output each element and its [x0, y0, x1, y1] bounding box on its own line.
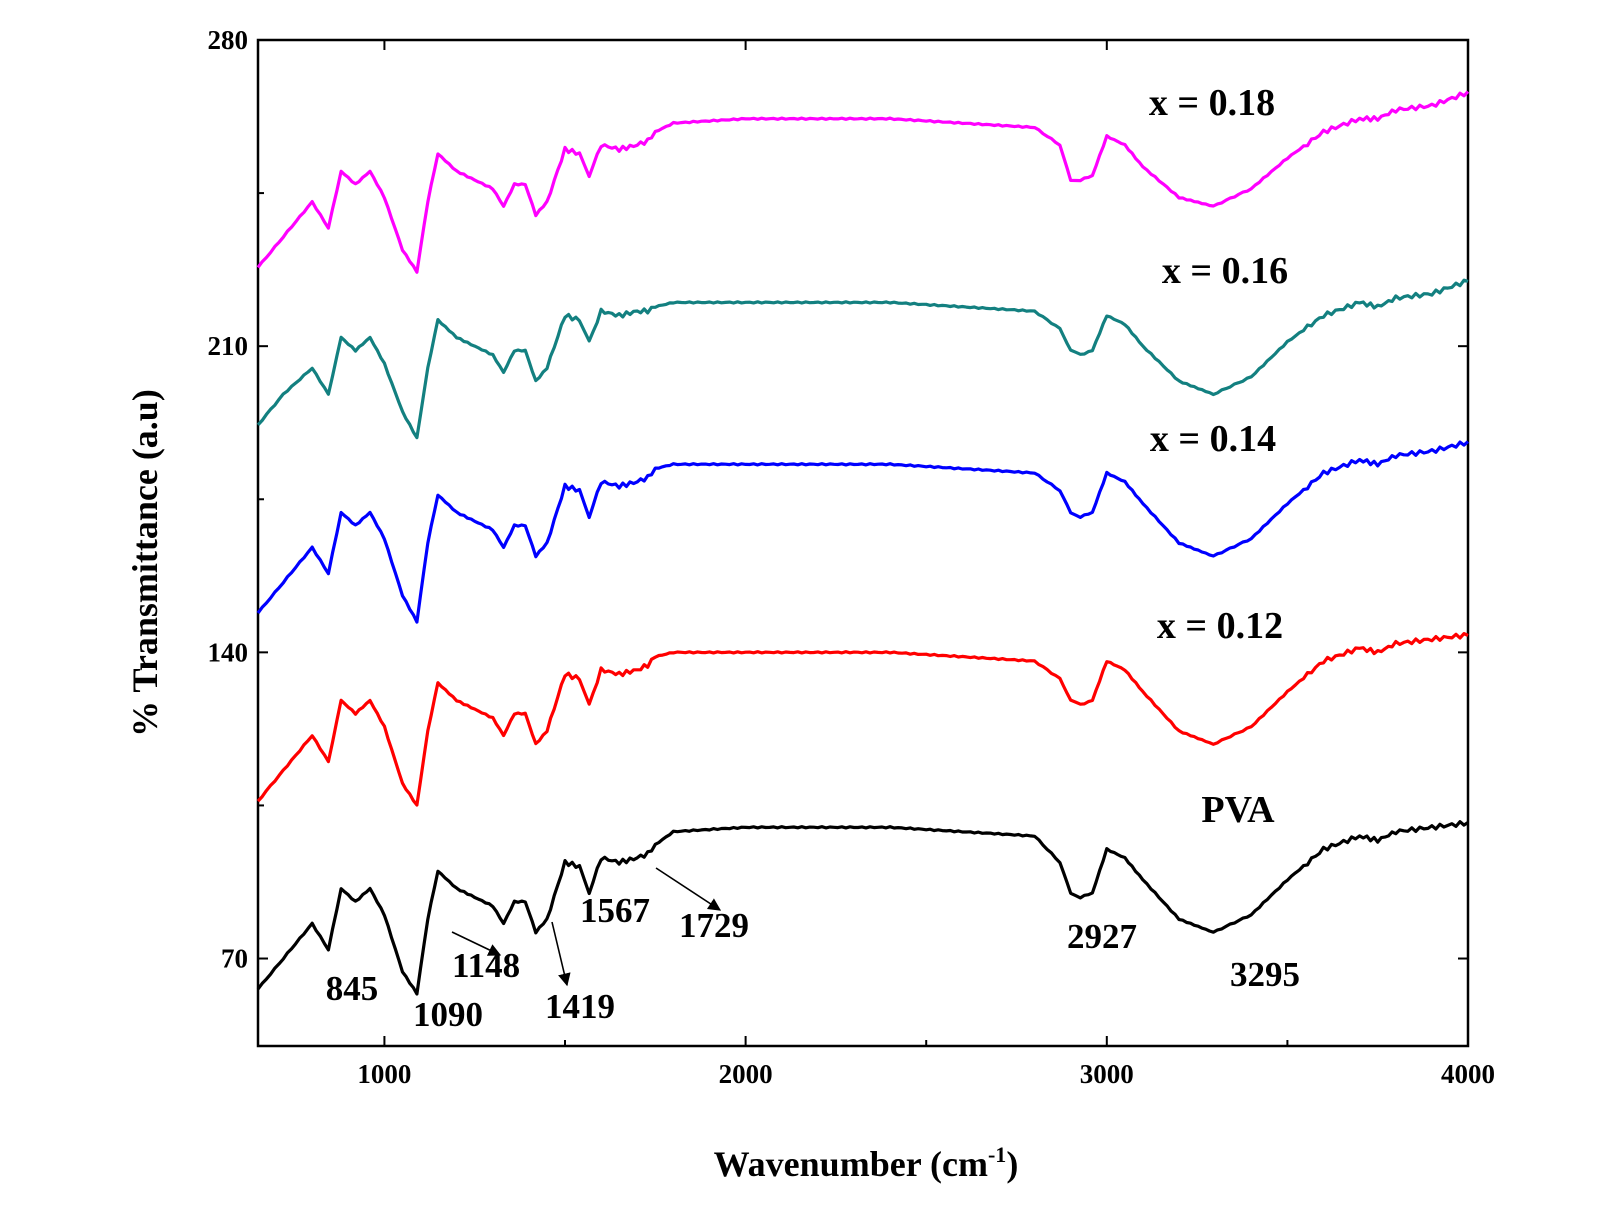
y-axis-title: % Transmittance (a.u) [125, 389, 165, 737]
series-label: x = 0.14 [1150, 418, 1276, 460]
peak-annotation: 1148 [452, 946, 520, 985]
plot-area-border [256, 38, 1470, 1048]
series-line [256, 440, 1470, 624]
tick-layer: 1000 2000 3000 4000 70 140 210 280 [208, 25, 1496, 1089]
series-line [256, 90, 1470, 274]
series-label-layer: PVA x = 0.12 x = 0.14 x = 0.16 x = 0.18 [1149, 82, 1288, 831]
peak-annotation: 1090 [413, 995, 483, 1034]
peak-annotation: 2927 [1067, 917, 1137, 956]
peak-annotation: 1567 [580, 891, 650, 930]
plot-frame [256, 38, 1470, 1048]
peak-annotation: 845 [326, 969, 379, 1008]
series-line [256, 278, 1469, 440]
annotation-layer: 845 1090 1148 1419 1567 1729 2927 3295 [326, 867, 1300, 1034]
x-tick-label: 1000 [357, 1059, 411, 1089]
y-tick-label: 280 [208, 25, 249, 55]
series-label: x = 0.18 [1149, 82, 1275, 124]
y-tick-label: 140 [208, 637, 249, 667]
series-line [256, 632, 1469, 807]
peak-arrow [451, 931, 502, 956]
peak-arrow [551, 921, 571, 987]
series-label: x = 0.16 [1162, 250, 1288, 292]
peak-annotation: 3295 [1230, 955, 1300, 994]
series-label: x = 0.12 [1157, 605, 1283, 647]
peak-annotation: 1729 [679, 906, 749, 945]
x-tick-label: 2000 [719, 1059, 773, 1089]
y-tick-label: 210 [208, 331, 249, 361]
peak-annotation: 1419 [545, 987, 615, 1026]
series-label: PVA [1201, 789, 1275, 831]
series-layer [256, 90, 1470, 996]
x-axis-title: Wavenumber (cm-1) [714, 1142, 1019, 1184]
peak-arrow [655, 867, 722, 911]
x-tick-label: 4000 [1441, 1059, 1495, 1089]
y-tick-label: 70 [221, 944, 248, 974]
series-line [256, 820, 1469, 996]
x-tick-label: 3000 [1080, 1059, 1134, 1089]
